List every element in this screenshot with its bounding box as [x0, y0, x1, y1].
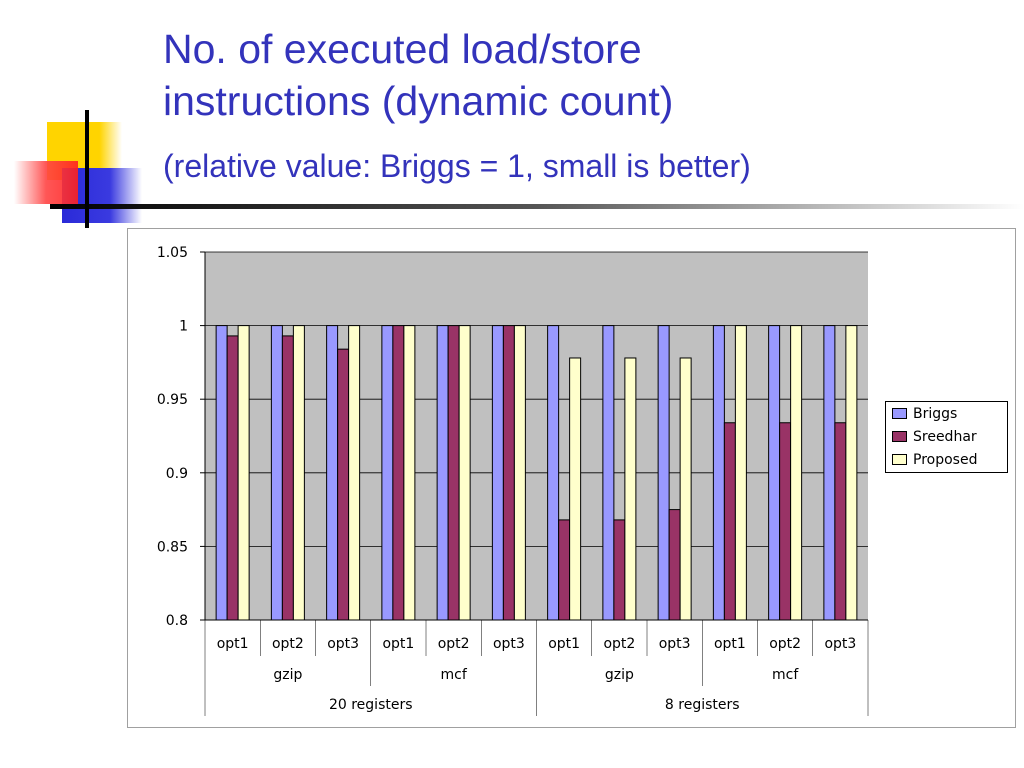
slide-subtitle: (relative value: Briggs = 1, small is be… — [163, 148, 751, 184]
legend-label-sreedhar: Sreedhar — [913, 429, 977, 445]
bar-sreedhar-3 — [392, 325, 405, 621]
x-category-label: opt3 — [327, 636, 359, 652]
legend-label-proposed: Proposed — [913, 452, 978, 468]
y-tick-label: 1.05 — [157, 245, 188, 261]
bar-sreedhar-11 — [834, 422, 847, 621]
x-group-label: gzip — [605, 667, 634, 683]
x-supergroup-label: 8 registers — [665, 697, 740, 713]
legend-swatch-proposed — [892, 453, 907, 465]
bar-briggs-5 — [491, 325, 504, 621]
bar-proposed-9 — [734, 325, 747, 621]
x-category-label: opt3 — [493, 636, 525, 652]
legend-item-sreedhar: Sreedhar — [892, 428, 977, 446]
bar-sreedhar-1 — [281, 335, 294, 621]
y-tick-label: 0.85 — [157, 539, 188, 555]
bar-proposed-2 — [348, 325, 361, 621]
deco-horizontal-line — [50, 204, 1024, 209]
bar-sreedhar-8 — [668, 509, 681, 621]
x-category-label: opt1 — [714, 636, 746, 652]
bar-briggs-4 — [436, 325, 449, 621]
x-group-label: gzip — [273, 667, 302, 683]
bar-sreedhar-4 — [447, 325, 460, 621]
deco-vertical-line — [85, 110, 89, 228]
bar-proposed-7 — [624, 357, 637, 621]
bar-briggs-11 — [823, 325, 836, 621]
deco-red-square — [14, 161, 78, 204]
bar-sreedhar-7 — [613, 519, 626, 621]
bar-sreedhar-5 — [502, 325, 515, 621]
bar-sreedhar-6 — [558, 519, 571, 621]
bar-proposed-8 — [679, 357, 692, 621]
x-category-label: opt2 — [272, 636, 304, 652]
x-category-label: opt2 — [603, 636, 635, 652]
x-category-label: opt1 — [382, 636, 414, 652]
y-tick-label: 0.9 — [166, 466, 188, 482]
bar-sreedhar-2 — [337, 348, 350, 621]
x-group-label: mcf — [440, 667, 467, 683]
bar-proposed-4 — [458, 325, 471, 621]
bar-proposed-6 — [569, 357, 582, 621]
x-category-label: opt1 — [548, 636, 580, 652]
slide-title-line1: No. of executed load/store — [163, 26, 642, 72]
chart-legend: Briggs Sreedhar Proposed — [885, 401, 1008, 473]
bar-proposed-11 — [845, 325, 858, 621]
y-tick-label: 1 — [179, 319, 188, 335]
bar-briggs-0 — [215, 325, 228, 621]
slide-decoration — [14, 110, 1024, 228]
bar-sreedhar-0 — [226, 335, 239, 621]
y-tick-label: 0.95 — [157, 392, 188, 408]
legend-swatch-sreedhar — [892, 430, 907, 442]
bar-proposed-10 — [790, 325, 803, 621]
legend-item-proposed: Proposed — [892, 451, 977, 469]
bar-briggs-10 — [768, 325, 781, 621]
x-group-label: mcf — [772, 667, 799, 683]
bar-sreedhar-10 — [779, 422, 792, 621]
bar-proposed-1 — [292, 325, 305, 621]
legend-swatch-briggs — [892, 407, 907, 419]
x-category-label: opt3 — [659, 636, 691, 652]
x-category-label: opt2 — [769, 636, 801, 652]
bar-briggs-8 — [657, 325, 670, 621]
slide-title-line2: instructions (dynamic count) — [163, 78, 674, 124]
x-supergroup-label: 20 registers — [329, 697, 413, 713]
bar-proposed-3 — [403, 325, 416, 621]
bar-briggs-2 — [326, 325, 339, 621]
bar-briggs-6 — [547, 325, 560, 621]
x-category-label: opt2 — [438, 636, 470, 652]
x-category-label: opt3 — [824, 636, 856, 652]
bar-briggs-7 — [602, 325, 615, 621]
bar-chart: 0.8 0.85 0.9 0.95 1 1.05 opt1 opt2 opt3 opt1 opt2 o… — [157, 245, 869, 716]
bar-briggs-9 — [712, 325, 725, 621]
x-category-label: opt1 — [217, 636, 249, 652]
bar-briggs-3 — [381, 325, 394, 621]
bar-briggs-1 — [270, 325, 283, 621]
legend-item-briggs: Briggs — [892, 405, 957, 423]
plot-area — [205, 252, 868, 620]
bar-sreedhar-9 — [723, 422, 736, 621]
legend-label-briggs: Briggs — [913, 406, 958, 422]
bar-proposed-5 — [513, 325, 526, 621]
y-tick-label: 0.8 — [166, 613, 188, 629]
bar-proposed-0 — [237, 325, 250, 621]
